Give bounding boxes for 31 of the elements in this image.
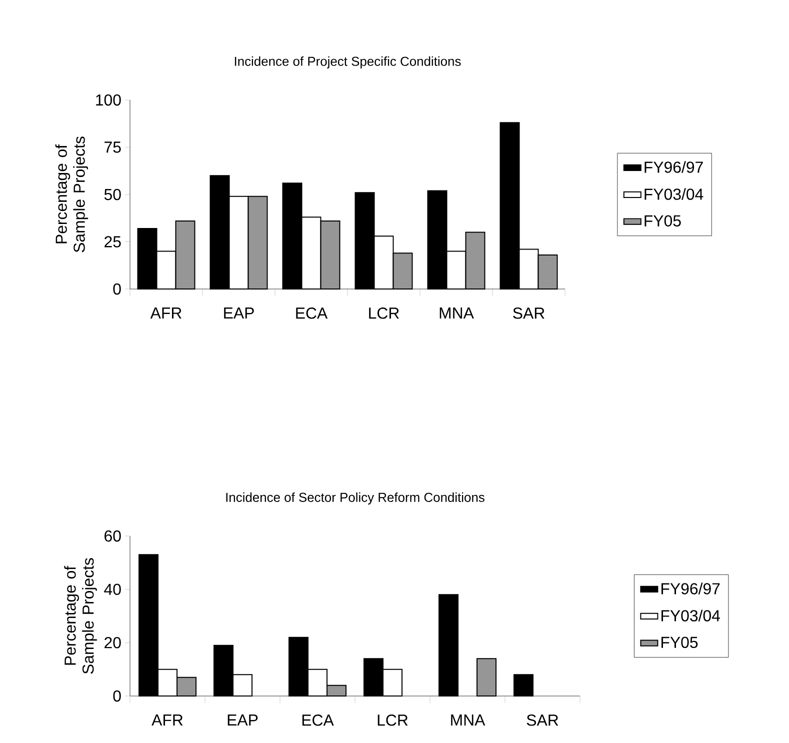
x-tick-label: AFR: [150, 308, 182, 318]
x-tick-label: SAR: [513, 308, 544, 319]
legend-label: FY03/04: [644, 188, 704, 200]
x-tick-label: EAP: [228, 714, 258, 726]
y-tick-label: 100: [96, 94, 121, 106]
x-tick-label: LCR: [378, 714, 408, 726]
chart-title: Incidence of Project Specific Conditions: [234, 56, 461, 68]
legend-label: FY03/04: [662, 610, 720, 622]
y-axis-title: Percentage of Sample Projects: [55, 136, 88, 252]
y-tick-label: 75: [104, 142, 121, 153]
x-tick-label: MNA: [451, 714, 486, 726]
chart-title: Incidence of Sector Policy Reform Conditions: [226, 492, 484, 505]
x-tick-label: EAP: [224, 308, 254, 318]
y-tick-label: 25: [104, 236, 121, 248]
y-tick-label: 20: [104, 637, 121, 648]
y-tick-label: 50: [104, 188, 121, 200]
y-tick-label: 0: [113, 690, 121, 702]
x-tick-label: ECA: [296, 308, 328, 319]
y-tick-label: 40: [104, 584, 121, 595]
legend-label: FY05: [644, 215, 681, 226]
y-tick-label: 0: [113, 283, 121, 295]
legend-label: FY96/97: [644, 161, 703, 173]
x-tick-label: LCR: [369, 308, 399, 319]
x-tick-label: MNA: [440, 308, 474, 318]
x-tick-label: ECA: [302, 714, 334, 726]
x-tick-label: SAR: [526, 714, 558, 726]
legend-label: FY96/97: [662, 582, 720, 594]
x-tick-label: AFR: [152, 714, 183, 726]
y-tick-label: 60: [104, 530, 121, 542]
y-axis-title: Percentage of Sample Projects: [64, 558, 97, 674]
legend-label: FY05: [662, 636, 698, 648]
